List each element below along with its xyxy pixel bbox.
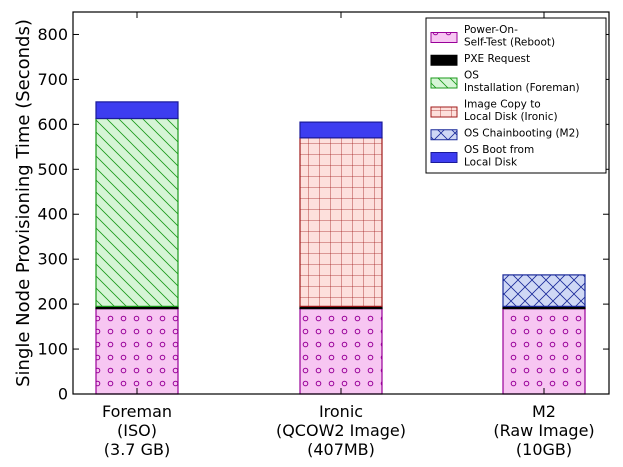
bar-foreman-os-boot-from-local-disk — [95, 101, 179, 120]
bar-m2-power-on-self-test-reboot — [502, 308, 586, 395]
y-tick-label: 600 — [37, 115, 68, 134]
legend-swatch-os-installation-foreman — [430, 77, 458, 89]
bar-foreman-os-installation-foreman — [95, 117, 179, 307]
bar-m2-os-chainbooting-m2 — [502, 274, 586, 307]
y-tick-label: 200 — [37, 295, 68, 314]
legend-label-pxe-request: PXE Request — [464, 53, 530, 65]
x-tick-label: M2 — [532, 402, 556, 421]
y-tick-label: 100 — [37, 340, 68, 359]
x-tick-label: Ironic — [319, 402, 363, 421]
bar-ironic-os-boot-from-local-disk — [299, 121, 383, 139]
legend-box — [425, 17, 607, 174]
legend-label-os-chainbooting-m2: OS Chainbooting (M2) — [464, 128, 579, 140]
y-tick-label: 700 — [37, 70, 68, 89]
x-tick-label: (QCOW2 Image) — [276, 421, 406, 440]
y-axis-title: Single Node Provisioning Time (Seconds) — [13, 19, 34, 387]
bars-layer — [95, 101, 586, 395]
legend-swatch-os-chainbooting-m2 — [430, 129, 458, 141]
y-tick-label: 400 — [37, 205, 68, 224]
axes: 0 100 200 300 400 500 600 700 800 Foreman(ISO)(3.… — [13, 11, 610, 459]
y-tick-label: 300 — [37, 250, 68, 269]
legend-swatch-os-boot-from-local-disk — [430, 152, 458, 163]
legend-label-os-installation-foreman: OS Installation (Foreman) — [464, 70, 580, 95]
legend-swatch-power-on-self-test-reboot — [430, 32, 458, 43]
y-tick-label: 0 — [58, 385, 68, 404]
x-tick-label: (3.7 GB) — [104, 440, 170, 459]
x-tick-label: (Raw Image) — [493, 421, 594, 440]
legend: Power-On-Self-Test (Reboot) PXE Request OS… — [425, 17, 607, 174]
legend-label-power-on-self-test-reboot: Power-On-Self-Test (Reboot) — [464, 24, 555, 49]
y-tick-label: 500 — [37, 160, 68, 179]
legend-label-image-copy-to-local-disk-ironic: Image Copy to Local Disk (Ironic) — [464, 99, 558, 124]
legend-swatch-image-copy-to-local-disk-ironic — [430, 106, 458, 118]
x-tick-label: (ISO) — [117, 421, 157, 440]
bar-foreman-power-on-self-test-reboot — [95, 308, 179, 395]
x-tick-label: Foreman — [102, 402, 172, 421]
legend-swatch-pxe-request — [430, 54, 458, 66]
legend-label-os-boot-from-local-disk: OS Boot from Local Disk — [464, 144, 534, 169]
x-tick-label: (10GB) — [516, 440, 572, 459]
bar-ironic-image-copy-to-local-disk-ironic — [299, 137, 383, 307]
x-tick-label: (407MB) — [307, 440, 375, 459]
bar-ironic-power-on-self-test-reboot — [299, 308, 383, 395]
y-tick-label: 800 — [37, 25, 68, 44]
